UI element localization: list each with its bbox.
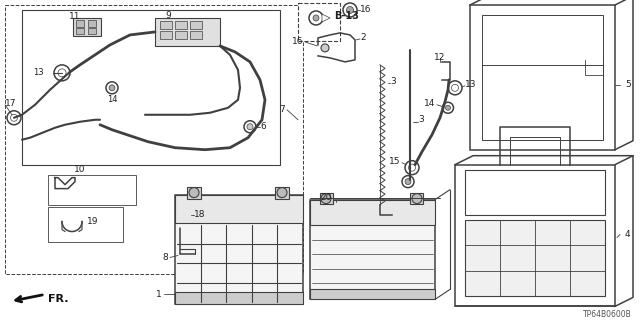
Bar bbox=[175, 195, 303, 222]
Circle shape bbox=[7, 111, 21, 125]
Circle shape bbox=[244, 121, 256, 133]
Bar bbox=[470, 5, 615, 150]
Bar bbox=[410, 193, 423, 204]
Bar bbox=[190, 21, 202, 29]
Bar bbox=[175, 195, 303, 304]
Circle shape bbox=[106, 82, 118, 94]
Bar bbox=[155, 18, 220, 46]
Circle shape bbox=[405, 161, 419, 175]
Text: B-13: B-13 bbox=[334, 11, 359, 21]
Bar bbox=[465, 220, 605, 296]
Bar bbox=[88, 28, 96, 34]
Text: 17: 17 bbox=[5, 99, 17, 108]
Bar bbox=[187, 187, 201, 199]
Bar bbox=[310, 200, 435, 225]
Text: TP64B0600B: TP64B0600B bbox=[583, 310, 632, 319]
Bar bbox=[310, 289, 435, 300]
Bar bbox=[5, 5, 303, 275]
Bar bbox=[298, 3, 340, 41]
Text: 3: 3 bbox=[418, 115, 424, 124]
Text: 9: 9 bbox=[165, 12, 171, 20]
Circle shape bbox=[321, 194, 331, 204]
Circle shape bbox=[412, 194, 422, 204]
Bar bbox=[175, 31, 187, 39]
Circle shape bbox=[442, 102, 454, 113]
Circle shape bbox=[54, 65, 70, 81]
Text: 11: 11 bbox=[69, 12, 81, 21]
Circle shape bbox=[277, 188, 287, 197]
Text: 18: 18 bbox=[194, 210, 205, 219]
Circle shape bbox=[448, 81, 462, 95]
Bar bbox=[175, 21, 187, 29]
Text: 14: 14 bbox=[424, 99, 435, 108]
Bar bbox=[88, 20, 96, 27]
Text: 15: 15 bbox=[388, 157, 400, 166]
Circle shape bbox=[189, 188, 199, 197]
Circle shape bbox=[346, 6, 353, 13]
Text: FR.: FR. bbox=[48, 294, 68, 304]
Text: 13: 13 bbox=[465, 80, 477, 89]
Text: 14: 14 bbox=[107, 95, 117, 104]
Text: 13: 13 bbox=[33, 68, 44, 77]
Polygon shape bbox=[322, 14, 330, 22]
Circle shape bbox=[182, 212, 188, 218]
Bar bbox=[48, 207, 123, 242]
Circle shape bbox=[405, 179, 411, 185]
Circle shape bbox=[445, 105, 451, 110]
Circle shape bbox=[10, 114, 17, 121]
Circle shape bbox=[408, 164, 415, 171]
Text: 1: 1 bbox=[156, 290, 162, 299]
Bar bbox=[310, 200, 435, 300]
Bar bbox=[320, 193, 333, 204]
Text: 5: 5 bbox=[625, 80, 631, 89]
Text: 16: 16 bbox=[291, 37, 303, 46]
Bar bbox=[76, 20, 84, 27]
Bar bbox=[73, 18, 101, 36]
Circle shape bbox=[58, 69, 66, 77]
Circle shape bbox=[451, 84, 458, 91]
Text: 12: 12 bbox=[435, 53, 445, 62]
Bar bbox=[76, 28, 84, 34]
Circle shape bbox=[247, 124, 253, 130]
Bar bbox=[160, 21, 172, 29]
Text: 20: 20 bbox=[320, 193, 332, 202]
Text: 7: 7 bbox=[279, 105, 285, 114]
Bar bbox=[455, 165, 615, 306]
Bar bbox=[190, 31, 202, 39]
Text: 4: 4 bbox=[625, 230, 630, 239]
Circle shape bbox=[179, 209, 191, 220]
Bar bbox=[275, 187, 289, 199]
Circle shape bbox=[321, 44, 329, 52]
Text: 10: 10 bbox=[74, 165, 86, 174]
Text: 3: 3 bbox=[390, 77, 396, 86]
Text: 16: 16 bbox=[360, 5, 371, 14]
Text: 8: 8 bbox=[163, 253, 168, 262]
Bar bbox=[48, 175, 136, 204]
Text: 6: 6 bbox=[260, 122, 266, 131]
Bar bbox=[482, 15, 603, 140]
Circle shape bbox=[402, 176, 414, 188]
Bar bbox=[465, 170, 605, 215]
Circle shape bbox=[343, 3, 357, 17]
Circle shape bbox=[313, 15, 319, 21]
Circle shape bbox=[309, 11, 323, 25]
Circle shape bbox=[109, 85, 115, 91]
Text: 2: 2 bbox=[360, 33, 365, 43]
Bar bbox=[22, 10, 280, 165]
Bar bbox=[160, 31, 172, 39]
Bar bbox=[175, 292, 303, 304]
Text: 19: 19 bbox=[87, 217, 99, 226]
